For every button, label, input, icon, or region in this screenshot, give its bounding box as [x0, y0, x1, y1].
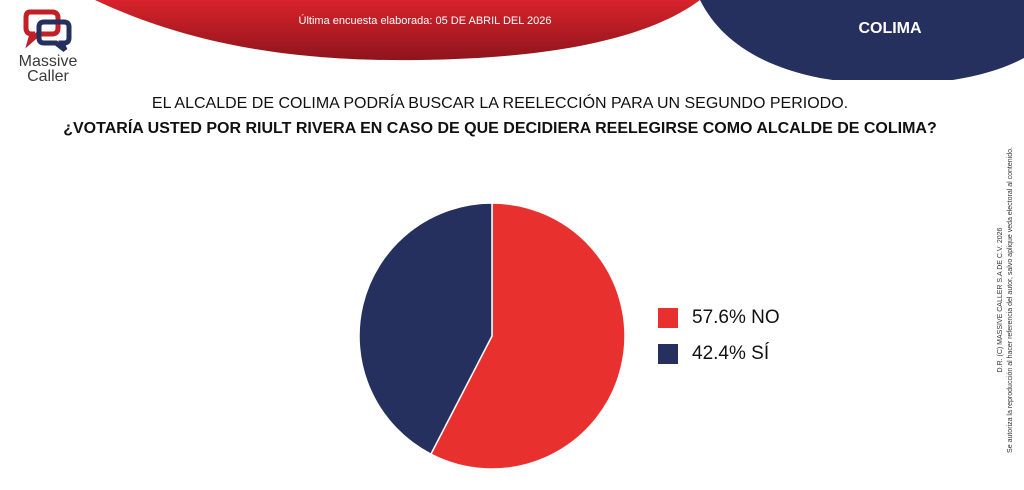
copyright-reproduction-note: Se autoriza la reproducción al hacer ref…	[1007, 147, 1014, 453]
logo-text-caller: Caller	[27, 68, 69, 85]
copyright-line: D.R. (C) MASSIVE CALLER S.A DE C.V. 2026	[997, 227, 1004, 373]
survey-date: Última encuesta elaborada: 05 DE ABRIL D…	[298, 15, 552, 27]
header-red-swoosh	[95, 0, 700, 61]
legend-label-no: 57.6% NO	[692, 307, 780, 328]
legend-swatch-no	[658, 308, 678, 328]
pie-slice-0	[429, 202, 626, 470]
legend-item-no: 57.6% NO	[658, 306, 780, 330]
copyright-notice: D.R. (C) MASSIVE CALLER S.A DE C.V. 2026…	[996, 110, 1016, 490]
chart-legend: 57.6% NO 42.4% SÍ	[658, 306, 780, 378]
pie-chart	[358, 202, 626, 470]
legend-swatch-si	[658, 344, 678, 364]
region-label: COLIMA	[858, 20, 922, 37]
legend-label-si: 42.4% SÍ	[692, 343, 770, 364]
header-navy-swoosh	[700, 0, 1024, 80]
question-context: EL ALCALDE DE COLIMA PODRÍA BUSCAR LA RE…	[151, 95, 849, 112]
pie-slice-1	[358, 202, 493, 456]
speech-bubbles-logo-icon	[23, 9, 72, 52]
massive-caller-logo: Massive Caller	[0, 8, 96, 90]
logo-text-massive: Massive	[18, 53, 78, 70]
header-banner	[95, 0, 1024, 80]
legend-item-si: 42.4% SÍ	[658, 342, 780, 366]
question-title: ¿VOTARÍA USTED POR RIULT RIVERA EN CASO …	[63, 120, 937, 137]
